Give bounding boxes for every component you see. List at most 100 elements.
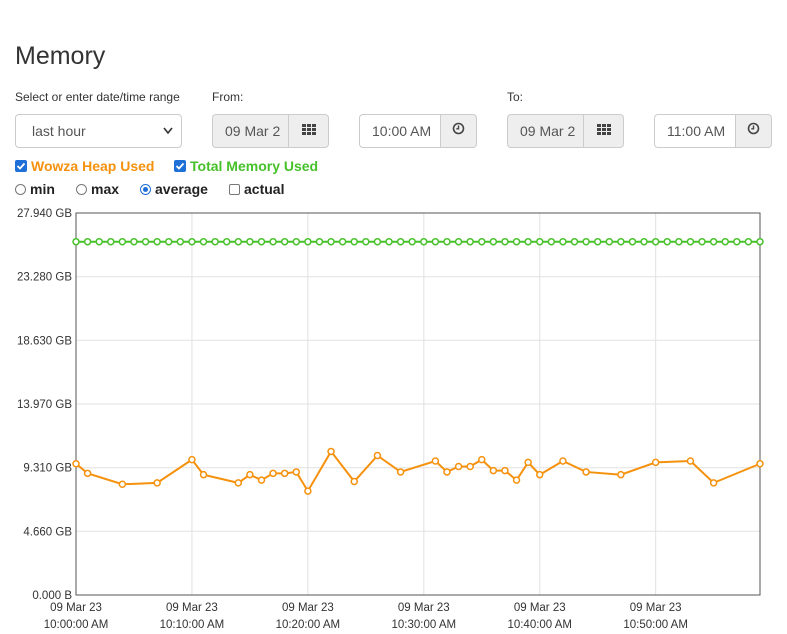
mode-min[interactable]: min bbox=[15, 181, 55, 197]
data-point bbox=[199, 237, 208, 246]
checkbox-checked[interactable] bbox=[15, 160, 27, 172]
data-point bbox=[431, 457, 440, 465]
to-clock-button[interactable] bbox=[735, 114, 772, 148]
chevron-down-icon bbox=[163, 115, 173, 160]
data-point bbox=[686, 457, 695, 465]
data-point bbox=[559, 237, 567, 246]
x-tick-date-label: 09 Mar 23 bbox=[166, 602, 218, 614]
data-point bbox=[257, 237, 266, 246]
data-point bbox=[512, 476, 521, 484]
data-point bbox=[628, 237, 637, 246]
checkbox-checked[interactable] bbox=[174, 160, 186, 172]
data-point bbox=[478, 455, 486, 464]
y-tick-label: 18.630 GB bbox=[17, 335, 72, 347]
data-point bbox=[617, 470, 625, 479]
series-line-1 bbox=[75, 449, 761, 494]
data-point bbox=[362, 237, 370, 246]
data-point bbox=[570, 237, 579, 246]
data-point bbox=[756, 237, 764, 246]
from-clock-button[interactable] bbox=[440, 114, 477, 148]
toggle-total-memory[interactable]: Total Memory Used bbox=[174, 158, 318, 174]
data-point bbox=[651, 458, 660, 467]
from-label: From: bbox=[212, 90, 244, 104]
data-point bbox=[535, 237, 544, 246]
data-point bbox=[478, 237, 486, 246]
x-tick-time-label: 10:30:00 AM bbox=[392, 619, 457, 631]
calendar-grid-icon bbox=[301, 122, 316, 140]
data-point bbox=[744, 237, 753, 246]
to-calendar-button[interactable] bbox=[583, 114, 624, 148]
x-tick-date-label: 09 Mar 23 bbox=[50, 602, 102, 614]
mode-max[interactable]: max bbox=[76, 181, 119, 197]
radio-button-selected[interactable] bbox=[140, 183, 151, 195]
data-point bbox=[593, 237, 602, 246]
data-point bbox=[675, 237, 683, 246]
y-tick-label: 27.940 GB bbox=[17, 208, 72, 220]
data-point bbox=[153, 237, 161, 246]
data-point bbox=[188, 237, 196, 246]
data-point bbox=[512, 237, 521, 246]
data-point bbox=[280, 237, 289, 246]
data-point bbox=[246, 237, 254, 246]
mode-actual[interactable]: actual bbox=[229, 181, 284, 197]
clock-icon bbox=[452, 122, 465, 140]
data-point bbox=[756, 459, 764, 468]
data-point bbox=[605, 237, 614, 246]
data-point bbox=[709, 479, 718, 487]
memory-chart: 0.000 B 4.660 GB 9.310 GB 13.970 GB 18.630 G… bbox=[17, 208, 764, 631]
data-point bbox=[222, 237, 231, 246]
x-tick-date-label: 09 Mar 23 bbox=[398, 602, 450, 614]
to-time-input[interactable]: 11:00 AM bbox=[654, 114, 735, 148]
x-tick-time-label: 10:10:00 AM bbox=[160, 619, 225, 631]
data-point bbox=[489, 237, 498, 246]
radio-button[interactable] bbox=[76, 183, 87, 195]
to-date-group: 09 Mar 2 bbox=[507, 114, 624, 148]
data-point bbox=[698, 237, 706, 246]
data-point bbox=[188, 455, 196, 464]
data-point bbox=[118, 237, 127, 246]
data-point bbox=[385, 237, 393, 246]
y-tick-label: 0.000 B bbox=[32, 590, 72, 602]
from-calendar-button[interactable] bbox=[288, 114, 329, 148]
y-tick-label: 9.310 GB bbox=[23, 463, 72, 475]
data-point bbox=[617, 237, 625, 246]
page-title: Memory bbox=[15, 42, 106, 70]
from-date-input[interactable]: 09 Mar 2 bbox=[212, 114, 288, 148]
mode-min-label: min bbox=[30, 181, 55, 197]
range-select[interactable]: last hour bbox=[15, 114, 182, 148]
data-point bbox=[466, 462, 474, 471]
data-point bbox=[350, 237, 358, 246]
data-point bbox=[153, 479, 161, 487]
data-point bbox=[466, 237, 474, 246]
data-point bbox=[431, 237, 440, 246]
data-point bbox=[396, 468, 405, 476]
data-point bbox=[280, 469, 289, 478]
data-point bbox=[292, 237, 301, 246]
data-point bbox=[396, 237, 405, 246]
data-point bbox=[315, 237, 324, 246]
data-point bbox=[269, 469, 277, 478]
toggle-wowza-heap[interactable]: Wowza Heap Used bbox=[15, 158, 154, 174]
y-tick-label: 13.970 GB bbox=[17, 399, 72, 411]
plot-border bbox=[75, 212, 761, 596]
data-point bbox=[501, 237, 509, 246]
data-point bbox=[535, 470, 544, 479]
data-point bbox=[327, 447, 335, 456]
y-tick-label: 23.280 GB bbox=[17, 272, 72, 284]
data-point bbox=[454, 237, 463, 246]
checkbox[interactable] bbox=[229, 183, 240, 195]
mode-average[interactable]: average bbox=[140, 181, 208, 197]
data-point bbox=[582, 237, 590, 246]
data-point bbox=[733, 237, 741, 246]
mode-actual-label: actual bbox=[244, 181, 285, 197]
data-point bbox=[304, 237, 312, 246]
radio-button[interactable] bbox=[15, 183, 26, 195]
from-time-input[interactable]: 10:00 AM bbox=[359, 114, 440, 148]
data-point bbox=[199, 470, 208, 479]
data-point bbox=[95, 237, 103, 246]
data-point bbox=[130, 237, 138, 246]
data-point bbox=[234, 479, 243, 487]
to-date-input[interactable]: 09 Mar 2 bbox=[507, 114, 583, 148]
data-point bbox=[72, 237, 80, 246]
data-point bbox=[651, 237, 660, 246]
